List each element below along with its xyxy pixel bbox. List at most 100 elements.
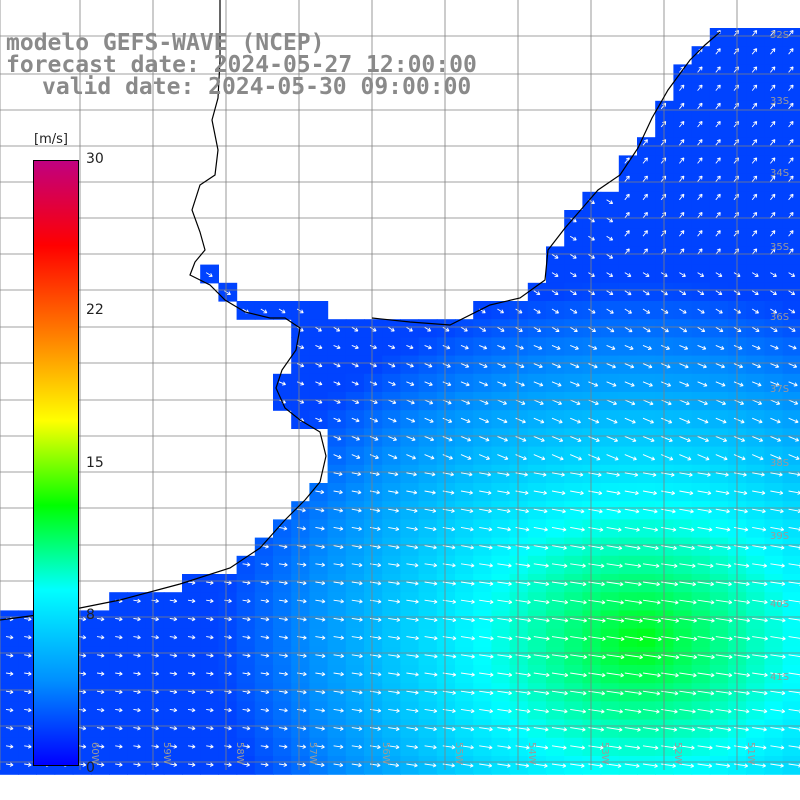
wind-arrow	[551, 508, 566, 514]
wind-cell	[618, 610, 638, 630]
wind-arrow	[660, 326, 669, 333]
wind-cell	[564, 501, 583, 520]
wind-cell	[200, 574, 219, 593]
wind-arrow	[479, 454, 490, 460]
wind-arrow	[642, 545, 659, 551]
wind-cell	[764, 155, 784, 175]
wind-cell	[709, 155, 729, 175]
wind-cell	[600, 301, 620, 320]
wind-arrow	[588, 344, 598, 350]
wind-arrow	[679, 248, 685, 255]
wind-arrow	[388, 454, 398, 460]
wind-cell	[527, 464, 547, 484]
wind-arrow	[715, 381, 726, 387]
wind-arrow	[624, 454, 637, 461]
wind-cell	[655, 464, 674, 484]
wind-cell	[728, 537, 747, 557]
wind-arrow	[588, 290, 595, 296]
wind-cell	[327, 737, 347, 757]
wind-arrow	[206, 598, 214, 604]
wind-arrow	[406, 635, 419, 641]
wind-arrow	[788, 290, 796, 296]
wind-cell	[600, 519, 620, 539]
wind-arrow	[315, 671, 326, 677]
wind-arrow	[788, 48, 794, 55]
wind-cell	[436, 592, 456, 611]
wind-cell	[618, 210, 638, 229]
wind-arrow	[715, 157, 721, 164]
latitude-label: 37S	[770, 384, 789, 395]
wind-arrow	[333, 599, 344, 604]
wind-cell	[145, 646, 165, 666]
wind-arrow	[642, 490, 657, 496]
wind-arrow	[642, 344, 652, 350]
wind-cell	[163, 665, 183, 684]
wind-cell	[709, 246, 729, 266]
wind-arrow	[770, 435, 782, 442]
wind-arrow	[788, 29, 794, 37]
wind-arrow	[351, 490, 362, 495]
wind-arrow	[715, 344, 725, 350]
wind-arrow	[24, 689, 32, 695]
wind-cell	[400, 665, 420, 684]
wind-arrow	[533, 708, 549, 714]
wind-cell	[309, 737, 329, 757]
wind-arrow	[733, 344, 743, 350]
wind-arrow	[296, 308, 304, 314]
wind-arrow	[351, 526, 362, 531]
wind-arrow	[551, 708, 568, 714]
wind-arrow	[497, 636, 513, 641]
wind-cell	[382, 537, 401, 557]
wind-cell	[728, 173, 747, 193]
wind-arrow	[751, 48, 758, 55]
wind-arrow	[624, 654, 643, 660]
wind-cell	[91, 701, 110, 721]
wind-cell	[764, 483, 784, 502]
wind-cell	[509, 756, 529, 775]
wind-arrow	[351, 744, 363, 750]
wind-cell	[546, 592, 565, 611]
wind-cell	[364, 646, 383, 666]
wind-cell	[327, 683, 347, 702]
wind-cell	[728, 301, 747, 320]
wind-cell	[691, 610, 711, 630]
wind-cell	[418, 665, 438, 684]
wind-cell	[291, 519, 310, 539]
wind-arrow	[515, 308, 523, 314]
wind-arrow	[661, 454, 674, 461]
wind-cell	[491, 683, 511, 702]
wind-cell	[473, 464, 492, 484]
wind-arrow	[333, 708, 344, 713]
wind-cell	[400, 537, 420, 557]
wind-cell	[109, 701, 128, 721]
wind-cell	[218, 683, 238, 702]
wind-cell	[600, 628, 620, 648]
wind-cell	[655, 173, 674, 193]
wind-arrow	[715, 290, 723, 296]
wind-arrow	[715, 581, 732, 587]
wind-cell	[582, 537, 602, 557]
wind-cell	[145, 701, 165, 721]
wind-arrow	[515, 417, 526, 424]
wind-cell	[418, 683, 438, 702]
wind-arrow	[679, 272, 686, 277]
wind-arrow	[570, 654, 588, 660]
wind-cell	[618, 191, 638, 211]
wind-cell	[436, 701, 456, 721]
wind-arrow	[315, 690, 326, 695]
wind-cell	[254, 665, 274, 684]
wind-cell	[709, 683, 729, 702]
wind-cell	[436, 519, 456, 539]
wind-cell	[491, 737, 511, 757]
wind-arrow	[388, 672, 401, 677]
wind-cell	[564, 737, 583, 757]
wind-cell	[182, 646, 201, 666]
wind-arrow	[606, 199, 614, 205]
wind-cell	[728, 719, 747, 739]
wind-arrow	[460, 672, 475, 677]
wind-arrow	[606, 344, 616, 350]
wind-cell	[764, 137, 784, 156]
wind-arrow	[224, 726, 232, 731]
wind-cell	[382, 683, 401, 702]
